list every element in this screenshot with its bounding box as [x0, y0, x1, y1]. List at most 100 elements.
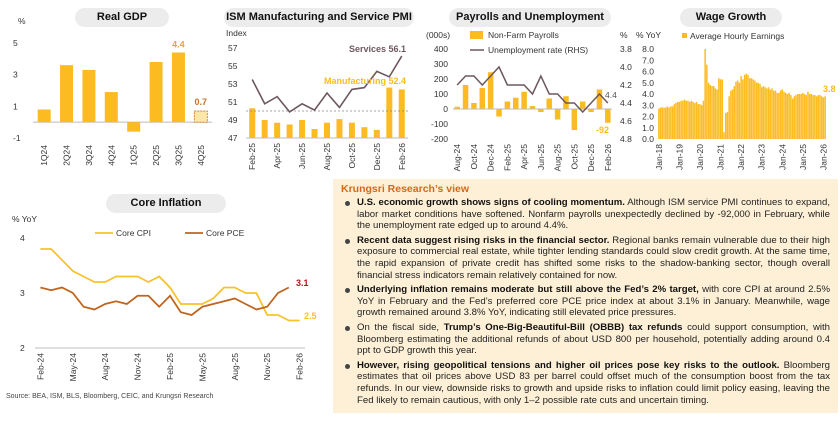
x-tick-label: Jan-18 — [654, 144, 664, 170]
wage-bar — [819, 95, 821, 139]
wage-bar — [663, 107, 665, 139]
wage-bar — [697, 104, 700, 139]
x-tick-label: May-25 — [197, 353, 207, 382]
wage-bar — [707, 82, 710, 139]
payrolls-bar — [479, 88, 486, 109]
payrolls-bar — [454, 106, 460, 109]
y-axis-label: Index — [226, 28, 248, 38]
services-line — [251, 55, 403, 113]
x-tick-label: 2Q24 — [62, 145, 72, 166]
legend-swatch-ahe — [682, 33, 687, 38]
manufacturing-bar — [361, 127, 368, 138]
manufacturing-bar — [386, 87, 393, 138]
y-tick-label: 3 — [20, 288, 25, 298]
manufacturing-bar — [311, 129, 318, 138]
wage-bar — [658, 108, 660, 139]
x-tick-label: 4Q24 — [106, 145, 116, 166]
wage-bar — [714, 88, 717, 139]
x-tick-label: Apr-25 — [519, 144, 529, 170]
core-inflation-chart-title: Core Inflation — [106, 194, 226, 213]
y-axis-label: % YoY — [12, 214, 37, 224]
wage-bar — [798, 94, 801, 139]
wage-bar — [682, 100, 684, 139]
wage-bar — [812, 95, 814, 139]
bullet-text: Regional banks remain vulnerable due to … — [357, 234, 830, 281]
x-tick-label: Feb-26 — [397, 143, 407, 170]
manufacturing-bar — [286, 124, 293, 138]
x-tick-label: 3Q25 — [173, 145, 183, 166]
view-bullet: On the fiscal side, Trump’s One-Big-Beau… — [341, 322, 830, 357]
wage-bar — [724, 113, 727, 139]
bar — [127, 122, 141, 132]
y-tick-label: 7.0 — [642, 55, 654, 65]
x-tick-label: Jan-25 — [798, 144, 808, 170]
wage-bar — [759, 83, 761, 139]
x-tick-label: May-24 — [68, 353, 78, 382]
y-tick-label: 0.0 — [642, 134, 654, 144]
wage-bar — [779, 90, 782, 139]
y-tick-label: 6.0 — [642, 67, 654, 77]
wage-bar — [760, 87, 763, 139]
wage-bar — [810, 94, 813, 139]
manufacturing-bar — [348, 122, 355, 138]
x-tick-label: 3Q24 — [84, 145, 94, 166]
x-tick-label: Aug-24 — [452, 144, 462, 172]
bullet-text: Bloomberg estimates that oil prices abov… — [357, 359, 831, 406]
data-label: 4.4 — [172, 40, 185, 50]
wage-bar — [815, 96, 818, 139]
bar — [37, 109, 51, 123]
y-tick-label: 51 — [228, 97, 238, 107]
x-tick-label: Jan-22 — [736, 144, 746, 170]
core-cpi-line — [40, 248, 300, 322]
y-axis-label: % — [18, 16, 26, 26]
wage-bar — [755, 82, 758, 139]
wage-bar — [694, 103, 696, 139]
y2-tick-label: 4.2 — [620, 80, 632, 90]
wage-bar — [774, 90, 777, 139]
payrolls-bar — [487, 72, 494, 109]
wage-bar — [700, 105, 703, 139]
y2-tick-label: 4.8 — [620, 134, 632, 144]
y2-tick-label: 4.6 — [620, 116, 632, 126]
bar — [149, 62, 163, 123]
bullet-bold: U.S. economic growth shows signs of cool… — [357, 197, 625, 208]
wage-bar — [738, 82, 741, 139]
payrolls-bar — [571, 109, 578, 130]
y-axis-label: (000s) — [426, 30, 450, 40]
y-tick-label: 47 — [228, 133, 238, 143]
wage-bar — [776, 92, 778, 139]
core-pce-line — [40, 286, 290, 316]
wage-bar — [769, 89, 772, 139]
manufacturing-bar — [373, 129, 380, 138]
x-tick-label: Oct-25 — [569, 144, 579, 170]
wage-bar — [733, 86, 736, 139]
wage-bar — [702, 100, 705, 139]
wage-bar — [795, 95, 797, 139]
wage-bar — [778, 92, 780, 139]
wage-bar — [800, 94, 802, 139]
wage-bar — [781, 89, 784, 139]
y-tick-label: 100 — [434, 89, 448, 99]
payrolls-chart-title: Payrolls and Unemployment — [449, 8, 611, 27]
x-tick-label: Dec-24 — [486, 144, 496, 172]
wage-bar — [754, 80, 756, 139]
wage-bar — [788, 92, 790, 139]
view-bullet: U.S. economic growth shows signs of cool… — [341, 197, 830, 232]
x-tick-label: Apr-25 — [272, 143, 282, 169]
wage-bar — [668, 107, 670, 139]
y-tick-label: 0 — [443, 104, 448, 114]
bullet-text: with core CPI at around 2.5% YoY in Febr… — [357, 284, 830, 319]
bar — [171, 52, 185, 123]
wage-bar — [719, 79, 722, 139]
wage-bar — [822, 97, 825, 139]
wage-bar — [659, 107, 662, 139]
wage-bar — [670, 106, 672, 139]
wage-bar — [814, 95, 816, 139]
wage-bar — [666, 106, 669, 139]
x-tick-label: Dec-25 — [372, 143, 382, 171]
wage-bar — [728, 96, 730, 139]
payrolls-bar — [513, 97, 519, 109]
legend-label: Unemployment rate (RHS) — [488, 45, 588, 55]
y-tick-label: 2 — [20, 343, 25, 353]
